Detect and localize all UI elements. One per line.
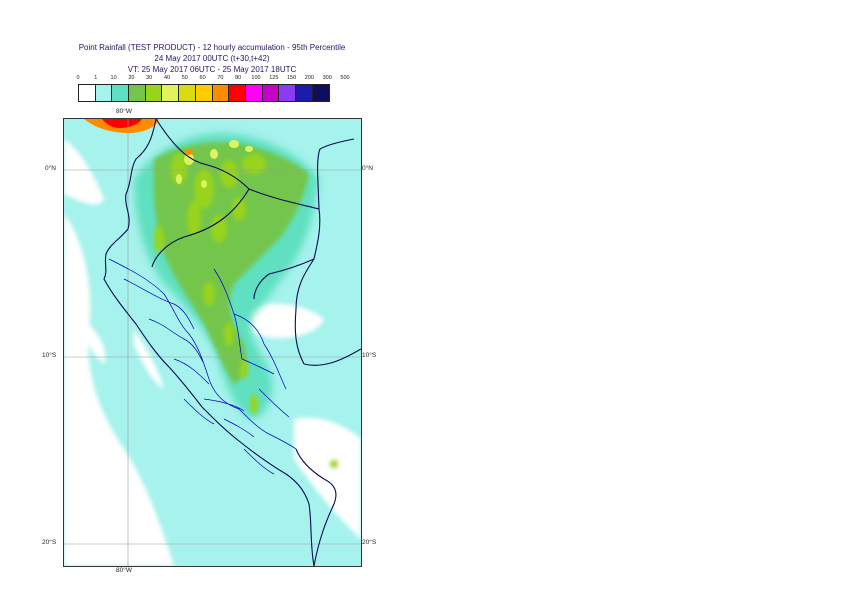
title-line-1: Point Rainfall (TEST PRODUCT) - 12 hourl… bbox=[78, 43, 346, 52]
legend-threshold-label: 100 bbox=[251, 75, 261, 81]
lat-label-10s-right: 10°S bbox=[362, 352, 377, 359]
legend-swatches bbox=[78, 84, 331, 102]
legend-swatch bbox=[229, 85, 246, 101]
title-line-2: 24 May 2017 00UTC (t+30,t+42) bbox=[154, 54, 270, 63]
legend-threshold-label: 200 bbox=[304, 75, 314, 81]
legend-threshold-label: 150 bbox=[287, 75, 297, 81]
legend-threshold-label: 20 bbox=[128, 75, 135, 81]
legend-threshold-label: 500 bbox=[340, 75, 350, 81]
legend-threshold-label: 60 bbox=[199, 75, 206, 81]
legend-swatch bbox=[162, 85, 180, 101]
legend-swatch bbox=[179, 85, 196, 101]
lat-label-eq-left: 0°N bbox=[45, 165, 56, 172]
lat-label-20s-left: 20°S bbox=[42, 539, 57, 546]
legend-labels: 0 1 10 20 30 40 50 60 70 80 100 125 150 200 300 500 bbox=[76, 75, 350, 84]
legend-threshold-label: 80 bbox=[235, 75, 242, 81]
map-svg bbox=[64, 119, 361, 566]
legend-swatch bbox=[295, 85, 313, 101]
legend-swatch bbox=[245, 85, 263, 101]
no-rain-zones bbox=[64, 139, 361, 566]
legend-threshold-label: 1 bbox=[94, 75, 98, 81]
country-borders bbox=[151, 119, 361, 566]
legend-threshold-label: 30 bbox=[146, 75, 153, 81]
precip-yellow bbox=[176, 140, 253, 188]
legend-threshold-label: 0 bbox=[76, 75, 80, 81]
legend-threshold-label: 10 bbox=[110, 75, 117, 81]
chart-title-block: Point Rainfall (TEST PRODUCT) - 12 hourl… bbox=[0, 42, 424, 75]
legend-swatch bbox=[145, 85, 163, 101]
legend-swatch bbox=[262, 85, 280, 101]
legend-swatch bbox=[195, 85, 213, 101]
precip-yellow-green bbox=[154, 153, 338, 468]
legend-threshold-label: 50 bbox=[181, 75, 188, 81]
lat-label-10s-left: 10°S bbox=[42, 352, 57, 359]
legend-threshold-label: 300 bbox=[322, 75, 332, 81]
legend-swatch bbox=[112, 85, 130, 101]
legend-swatch bbox=[95, 85, 113, 101]
legend-swatch bbox=[279, 85, 296, 101]
coastline bbox=[103, 119, 315, 566]
legend-threshold-label: 70 bbox=[217, 75, 224, 81]
legend-swatch bbox=[212, 85, 230, 101]
lat-label-20s-right: 20°S bbox=[362, 539, 377, 546]
title-line-3: VT: 25 May 2017 06UTC - 25 May 2017 18UT… bbox=[127, 65, 297, 74]
precip-red bbox=[102, 119, 142, 128]
legend-threshold-label: 125 bbox=[269, 75, 279, 81]
regional-borders bbox=[108, 258, 297, 475]
lat-label-eq-right: 0°N bbox=[362, 165, 373, 172]
rainfall-map bbox=[63, 118, 362, 567]
legend-swatch bbox=[312, 85, 330, 101]
lon-label-80w-bottom: 80°W bbox=[116, 567, 132, 574]
legend-swatch bbox=[129, 85, 146, 101]
legend-threshold-label: 40 bbox=[163, 75, 171, 81]
color-legend: 0 1 10 20 30 40 50 60 70 80 100 125 150 200 300 500 bbox=[76, 75, 350, 103]
legend-swatch bbox=[79, 85, 96, 101]
lon-label-80w-top: 80°W bbox=[116, 108, 132, 115]
